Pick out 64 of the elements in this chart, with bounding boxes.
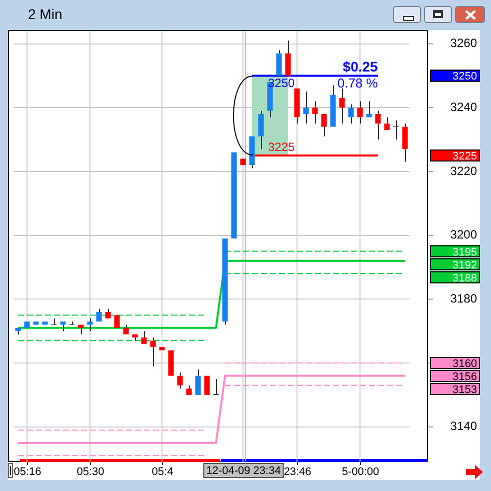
candlestick xyxy=(168,350,174,376)
x-tick-label: 05:4 xyxy=(152,466,174,478)
text: 3195 xyxy=(452,246,478,258)
x-tick-label: 05:30 xyxy=(76,466,104,478)
candlestick xyxy=(159,347,165,350)
y-tick-label: 3260 xyxy=(450,36,478,50)
chart-title: 2 Min xyxy=(28,6,62,22)
candlestick xyxy=(33,322,39,325)
y-tick-label: 3240 xyxy=(450,100,478,114)
candlestick xyxy=(321,114,327,137)
candlestick xyxy=(78,324,84,335)
candlestick xyxy=(357,100,363,124)
candlestick xyxy=(330,84,336,127)
candlestick xyxy=(366,100,372,118)
candlestick xyxy=(87,318,93,332)
candlestick xyxy=(258,110,264,150)
candlestick xyxy=(402,123,408,162)
text: 3250 xyxy=(452,70,478,83)
candlestick xyxy=(249,136,255,169)
candlestick xyxy=(114,315,120,328)
candlestick xyxy=(375,110,381,140)
y-tick-label: 3140 xyxy=(450,419,478,434)
candlestick xyxy=(276,50,282,76)
candlestick xyxy=(60,322,66,332)
candlestick xyxy=(96,308,102,322)
x-tick-label: 23:46 xyxy=(284,466,312,478)
text: 3225 xyxy=(452,150,478,163)
candlestick xyxy=(42,322,48,325)
y-tick-label: 3220 xyxy=(450,164,478,178)
text: 3188 xyxy=(452,272,478,284)
y-tick-label: 3200 xyxy=(450,228,478,242)
candlestick xyxy=(141,330,147,344)
data-label: 3225 xyxy=(268,140,296,154)
x-tick-label: 12-04-09 23:34 xyxy=(206,465,281,478)
candlestick xyxy=(240,158,246,166)
candlestick xyxy=(195,368,201,395)
candlestick xyxy=(177,372,183,390)
text: 3153 xyxy=(452,384,478,396)
candlestick xyxy=(186,384,192,395)
candlestick xyxy=(294,88,300,124)
annotation: $0.25 xyxy=(342,58,378,75)
candlestick xyxy=(150,336,156,367)
data-label: 3250 xyxy=(268,76,296,90)
candlestick xyxy=(231,152,237,239)
candlestick xyxy=(303,91,309,124)
candlestick xyxy=(384,116,390,130)
x-tick-label: 05:16 xyxy=(14,466,42,478)
annotation: 0.78 % xyxy=(337,75,378,90)
candlestick xyxy=(312,100,318,124)
candlestick xyxy=(348,104,354,124)
text: 3192 xyxy=(452,259,478,272)
x-tick-label: 5-00:00 xyxy=(342,466,380,478)
candlestick xyxy=(24,322,30,328)
candlestick xyxy=(222,238,228,326)
candlestick xyxy=(15,328,21,335)
candlestick xyxy=(204,376,210,395)
candlestick xyxy=(123,324,129,334)
candlestick xyxy=(339,88,345,124)
text: 3156 xyxy=(452,371,478,384)
y-tick-label: 3180 xyxy=(450,291,478,306)
text: 3160 xyxy=(452,358,478,370)
candlestick xyxy=(105,308,111,318)
candlestick xyxy=(132,334,138,342)
candlestick xyxy=(285,40,291,76)
